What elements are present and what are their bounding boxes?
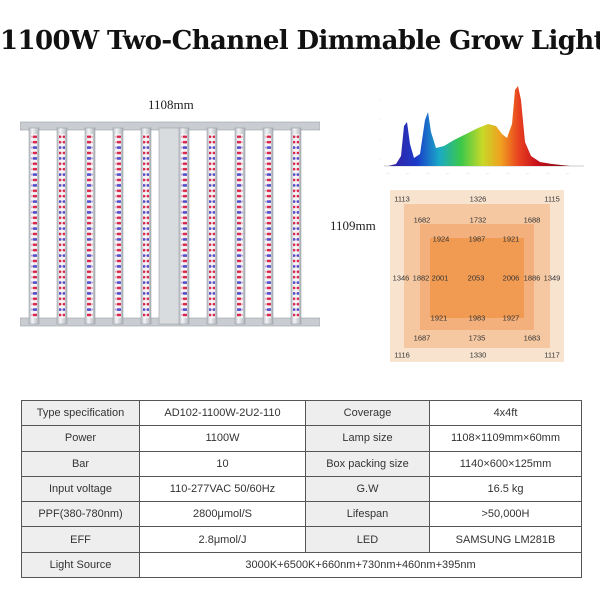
- table-row: Bar 10 Box packing size 1140×600×125mm: [21, 450, 582, 477]
- spectrum-chart: . . . . ..............................: [380, 86, 584, 175]
- spectrum-y-tick: .: [380, 116, 381, 121]
- table-row: Power 1100W Lamp size 1108×1109mm×60mm: [21, 425, 582, 452]
- grow-light-fixture: [20, 121, 320, 327]
- ppfd-value: 2006: [502, 273, 520, 283]
- ppfd-value: 1924: [432, 234, 450, 244]
- spectrum-x-tick: ...: [466, 170, 469, 175]
- spec-key: Lifespan: [305, 501, 430, 528]
- led-strip-blue: [115, 134, 121, 318]
- spec-value: 2.8μmol/J: [139, 526, 306, 553]
- spec-key: Power: [21, 425, 140, 452]
- spectrum-x-tick: ...: [426, 170, 429, 175]
- ppfd-core-zone: [430, 238, 524, 318]
- table-row: Input voltage 110-277VAC 50/60Hz G.W 16.…: [21, 475, 582, 503]
- table-row: PPF(380-780nm) 2800μmol/S Lifespan >50,0…: [21, 501, 582, 528]
- spectrum-x-tick: ...: [386, 170, 389, 175]
- spec-value: 1100W: [139, 425, 306, 452]
- ppfd-value: 1921: [502, 234, 520, 244]
- led-strip-blue: [209, 134, 215, 318]
- led-strip-blue: [181, 134, 187, 318]
- ppfd-value: 1688: [523, 215, 541, 225]
- spectrum-y-tick: .: [380, 96, 381, 101]
- spec-value: 1108×1109mm×60mm: [429, 425, 582, 452]
- ppfd-value: 1987: [468, 234, 486, 244]
- led-strip-blue: [59, 134, 65, 318]
- spectrum-x-tick: ...: [486, 170, 489, 175]
- table-row: EFF 2.8μmol/J LED SAMSUNG LM281B: [21, 526, 582, 553]
- ppfd-value: 1687: [413, 333, 431, 343]
- spec-value: SAMSUNG LM281B: [429, 526, 582, 553]
- spec-key: Box packing size: [305, 450, 430, 477]
- led-strip-blue: [265, 134, 271, 318]
- spec-value: 4x4ft: [429, 399, 582, 427]
- ppfd-value: 1330: [469, 350, 487, 360]
- spec-value: 3000K+6500K+660nm+730nm+460nm+395nm: [139, 551, 582, 579]
- ppfd-map: 1113 1326 1115 1682 1732 1688 1924 1987 …: [390, 190, 564, 362]
- spectrum-y-tick: .: [380, 136, 381, 141]
- spec-key: Light Source: [21, 551, 140, 579]
- ppfd-value: 1921: [430, 313, 448, 323]
- spec-key: Lamp size: [305, 425, 430, 452]
- ppfd-value: 1882: [412, 273, 430, 283]
- ppfd-value: 1116: [394, 350, 410, 360]
- ppfd-value: 1983: [468, 313, 486, 323]
- ppfd-value: 1346: [392, 273, 410, 283]
- ppfd-value: 2053: [467, 273, 485, 283]
- spec-key: EFF: [21, 526, 140, 553]
- led-strip-blue: [143, 134, 149, 318]
- ppfd-value: 1117: [544, 350, 560, 360]
- width-dimension-label: 1108mm: [148, 97, 194, 112]
- ppfd-value: 1682: [413, 215, 431, 225]
- spectrum-x-tick: ...: [526, 170, 529, 175]
- spectrum-x-tick: ...: [566, 170, 569, 175]
- spec-value: >50,000H: [429, 501, 582, 528]
- table-row: Type specification AD102-1100W-2U2-110 C…: [21, 399, 582, 427]
- specification-table: Type specification AD102-1100W-2U2-110 C…: [21, 399, 582, 579]
- ppfd-value: 1115: [544, 194, 560, 204]
- ppfd-value: 1326: [469, 194, 487, 204]
- ppfd-value: 1683: [523, 333, 541, 343]
- spectrum-curve: [388, 86, 570, 166]
- spectrum-x-tick: ...: [506, 170, 509, 175]
- height-dimension-label: 1109mm: [330, 218, 376, 233]
- spec-value: 110-277VAC 50/60Hz: [139, 475, 306, 503]
- led-strip-blue: [87, 134, 93, 318]
- spec-key: G.W: [305, 475, 430, 503]
- spec-key: Bar: [21, 450, 140, 477]
- ppfd-value: 1886: [523, 273, 541, 283]
- spec-key: LED: [305, 526, 430, 553]
- spec-key: Input voltage: [21, 475, 140, 503]
- spec-value: 16.5 kg: [429, 475, 582, 503]
- ppfd-value: 1735: [468, 333, 486, 343]
- ppfd-value: 1732: [469, 215, 487, 225]
- ppfd-value: 2001: [431, 273, 449, 283]
- spectrum-x-tick: ...: [546, 170, 549, 175]
- spectrum-x-tick: ...: [446, 170, 449, 175]
- ppfd-value: 1349: [543, 273, 561, 283]
- table-row: Light Source 3000K+6500K+660nm+730nm+460…: [21, 551, 582, 579]
- spectrum-x-tick: ...: [406, 170, 409, 175]
- led-strip-blue: [293, 134, 299, 318]
- spectrum-y-tick: .: [380, 156, 381, 161]
- spec-value: AD102-1100W-2U2-110: [139, 399, 306, 427]
- ppfd-value: 1927: [502, 313, 520, 323]
- spec-key: Coverage: [305, 399, 430, 427]
- spec-value: 1140×600×125mm: [429, 450, 582, 477]
- spec-key: Type specification: [21, 399, 140, 427]
- spec-key: PPF(380-780nm): [21, 501, 140, 528]
- ppfd-value: 1113: [394, 194, 410, 204]
- spec-value: 10: [139, 450, 306, 477]
- led-strip-blue: [237, 134, 243, 318]
- page-title: 1100W Two-Channel Dimmable Grow Light: [0, 26, 600, 56]
- led-strip-blue: [31, 134, 37, 318]
- spec-value: 2800μmol/S: [139, 501, 306, 528]
